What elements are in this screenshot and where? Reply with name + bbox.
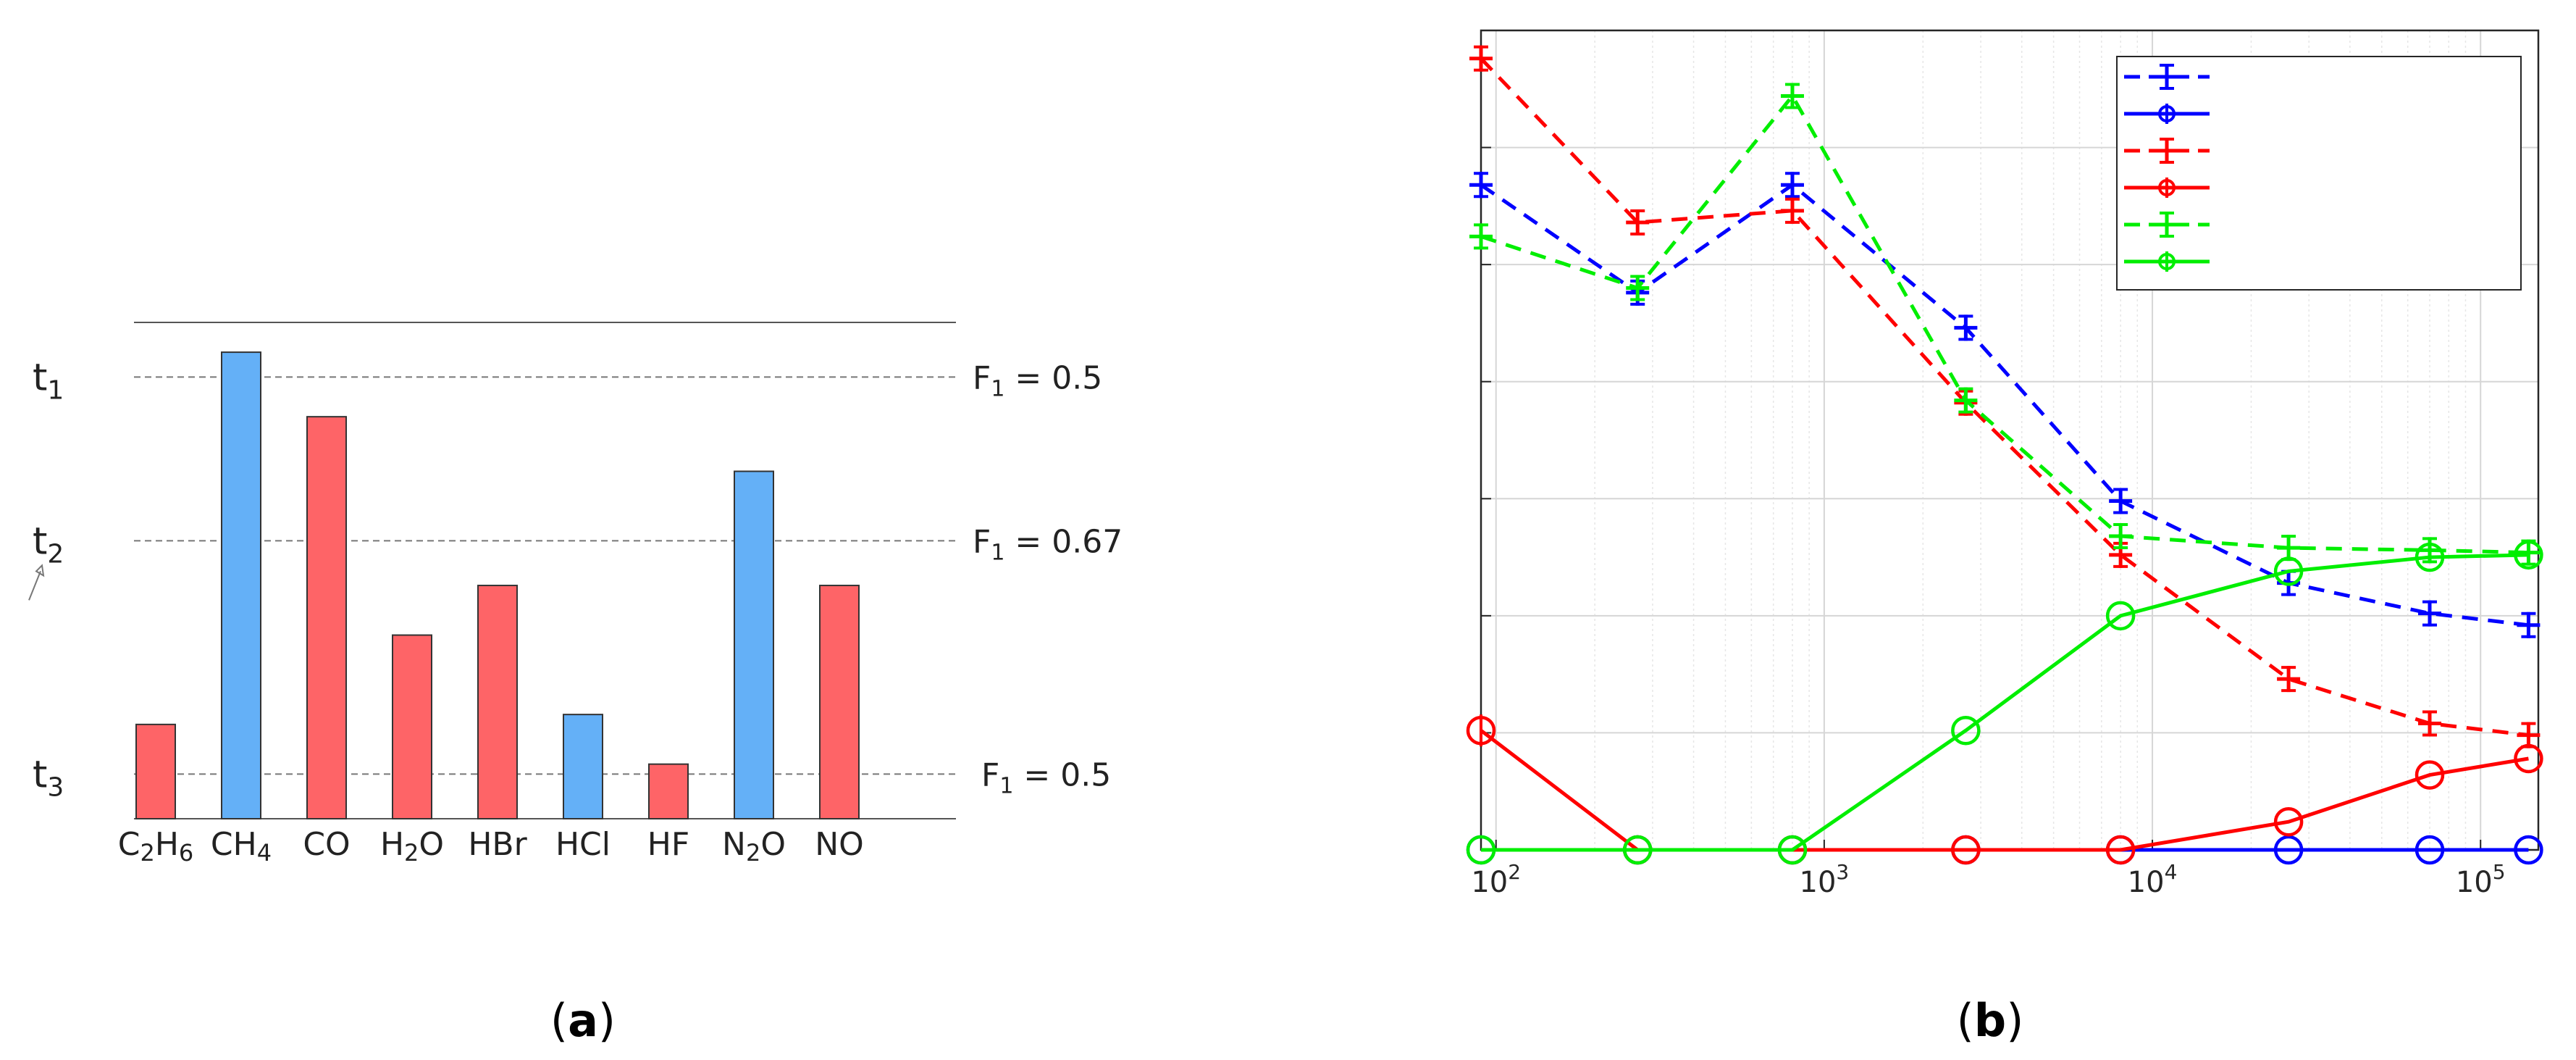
bar-1 (221, 351, 261, 820)
point-dropout-testing-2 (1780, 197, 1804, 224)
point-pls-br-testing-5 (2277, 535, 2301, 562)
bar-6 (648, 763, 689, 820)
bar-2 (306, 416, 347, 819)
series-line-pls-br-training (1481, 553, 2529, 852)
point-pls-br-testing-7 (2517, 539, 2541, 566)
bar-8 (819, 585, 860, 819)
bar-0 (135, 723, 176, 819)
bar-5 (563, 714, 603, 820)
panel-a-bar-chart: t1 F1 = 0.5 t2 F1 = 0.67 t3 F1 = 0.5 C2H6 CH4 CO… (28, 322, 1123, 867)
series-no-dropout-testing (1469, 172, 2541, 638)
caption-a: (a) (550, 994, 616, 1047)
point-dropout-testing-5 (2277, 666, 2301, 693)
point-pls-br-testing-4 (2109, 522, 2133, 549)
legend-box (2116, 56, 2522, 291)
bar-3 (392, 634, 432, 819)
caption-b: (b) (1957, 994, 2024, 1047)
category-label: H2O (380, 826, 444, 867)
bar-7 (734, 470, 774, 819)
legend-marker-pls-br-testing (2155, 212, 2178, 238)
point-dropout-testing-1 (1626, 209, 1650, 235)
category-label: HBr (468, 826, 527, 863)
category-label: N2O (722, 826, 786, 867)
point-dropout-training-6 (2415, 760, 2445, 790)
threshold-label-t3: t3 (33, 753, 64, 802)
legend-marker-no-dropout-testing (2155, 64, 2178, 90)
point-no-dropout-testing-4 (2109, 488, 2133, 514)
point-no-dropout-testing-3 (1954, 314, 1978, 341)
point-no-dropout-training-6 (2415, 835, 2445, 865)
legend-marker-dropout-testing (2155, 138, 2178, 164)
x-tick-label: 105 (2456, 860, 2506, 899)
threshold-label-t1: t1 (33, 356, 64, 405)
point-pls-br-testing-2 (1780, 83, 1804, 109)
point-pls-br-testing-6 (2418, 537, 2442, 564)
category-label: NO (815, 826, 864, 863)
annotation-arrow-head (35, 564, 45, 577)
f1-score-label-t2: F1 = 0.67 (973, 523, 1123, 565)
panel-b-line-chart: 102 103 104 105 (1466, 29, 2543, 899)
point-no-dropout-testing-7 (2517, 612, 2541, 638)
point-pls-br-testing-3 (1954, 387, 1978, 414)
point-dropout-testing-0 (1469, 45, 1493, 72)
point-dropout-training-3 (1951, 835, 1981, 865)
point-pls-br-testing-1 (1626, 275, 1650, 301)
point-pls-br-training-4 (2105, 601, 2136, 631)
point-pls-br-training-0 (1466, 835, 1496, 865)
category-label: CH4 (211, 826, 272, 867)
category-label: C2H6 (118, 826, 194, 867)
point-no-dropout-training-5 (2273, 835, 2304, 865)
point-dropout-training-4 (2105, 835, 2136, 865)
x-tick-label: 102 (1471, 860, 1521, 899)
annotation-arrow (28, 571, 41, 601)
f1-score-label-t3: F1 = 0.5 (981, 756, 1111, 798)
series-pls-br-testing (1469, 83, 2541, 566)
threshold-label-t2: t2 (33, 519, 64, 569)
point-pls-br-training-1 (1622, 835, 1653, 865)
point-dropout-training-5 (2273, 806, 2304, 837)
point-no-dropout-testing-2 (1780, 172, 1804, 199)
point-no-dropout-testing-0 (1469, 172, 1493, 199)
point-no-dropout-testing-6 (2418, 600, 2442, 627)
category-label: HF (647, 826, 689, 863)
point-dropout-testing-7 (2517, 722, 2541, 748)
point-no-dropout-training-7 (2514, 835, 2543, 865)
series-line-pls-br-testing (1480, 93, 2529, 555)
category-label: CO (303, 826, 350, 863)
point-pls-br-testing-0 (1469, 223, 1493, 250)
category-label: HCl (555, 826, 611, 863)
point-pls-br-training-3 (1951, 715, 1981, 746)
point-dropout-testing-6 (2418, 710, 2442, 737)
series-line-no-dropout-testing (1480, 183, 2529, 627)
bar-4 (477, 585, 518, 819)
point-pls-br-training-2 (1777, 835, 1808, 865)
x-tick-label: 104 (2128, 860, 2178, 899)
f1-score-label-t1: F1 = 0.5 (973, 359, 1102, 401)
x-tick-label: 103 (1800, 860, 1850, 899)
